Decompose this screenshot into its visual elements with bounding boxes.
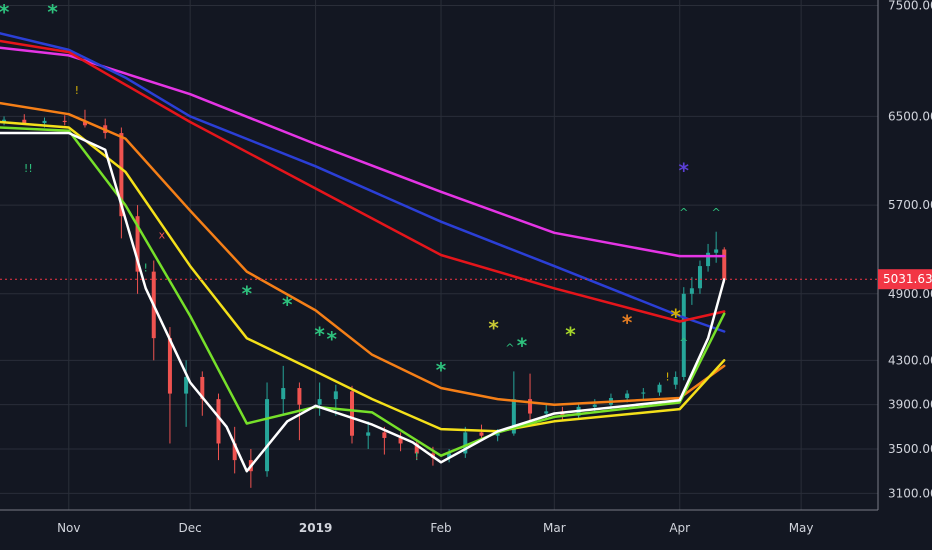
signal-marker: * [314, 322, 325, 346]
series-line-1 [0, 46, 726, 258]
y-tick-label: 3900.00 [888, 398, 932, 412]
candle-body [366, 432, 371, 436]
candle-body [333, 391, 338, 400]
small-signal-marker: x [159, 228, 166, 241]
candle-body [281, 388, 286, 400]
small-signal-marker: ! [75, 84, 79, 97]
candle-body [414, 443, 419, 454]
candle-body [135, 216, 140, 272]
signal-marker: * [436, 358, 447, 382]
candle-body [641, 392, 646, 394]
current-price-badge [878, 269, 932, 290]
current-price-label: 5031.63 [883, 272, 932, 286]
y-tick-label: 4300.00 [888, 353, 932, 367]
signal-marker: * [0, 0, 10, 24]
series-line-3 [0, 39, 726, 323]
signal-marker: * [242, 281, 253, 305]
candle-body [681, 293, 686, 377]
candle-body [544, 411, 549, 414]
series-line-4 [0, 101, 726, 406]
x-tick-label: Apr [669, 521, 690, 535]
candle-body [382, 432, 387, 438]
candle-body [62, 120, 67, 122]
x-tick-label: 2019 [299, 521, 332, 535]
candle-body [119, 133, 124, 217]
x-axis-ticks: Nov Dec 2019 Feb Mar Apr May [57, 521, 813, 535]
candle-body [297, 388, 302, 405]
signal-markers: *************!!!x!!^!^^^ [0, 0, 721, 463]
signal-marker: * [488, 316, 499, 340]
signal-marker: * [679, 158, 690, 182]
candle-body [184, 376, 189, 394]
candle-body [495, 433, 500, 436]
x-tick-label: Dec [179, 521, 202, 535]
y-axis-ticks: 7500.00 6500.00 5700.00 4900.00 4300.00 3900.… [888, 0, 932, 500]
candle-body [265, 399, 270, 472]
candle-body [714, 249, 719, 253]
series-line-6 [0, 126, 726, 457]
signal-marker: * [47, 0, 58, 24]
y-tick-label: 3500.00 [888, 442, 932, 456]
candle-body [2, 119, 7, 122]
signal-marker: * [327, 327, 338, 351]
candle-body [673, 376, 678, 385]
small-signal-marker: ! [665, 370, 669, 383]
small-signal-marker: ^ [679, 206, 688, 219]
x-tick-label: Feb [430, 521, 451, 535]
candle-body [398, 437, 403, 444]
candle-body [706, 252, 711, 267]
y-tick-label: 5700.00 [888, 198, 932, 212]
candle-body [167, 338, 172, 394]
candle-body [463, 432, 468, 454]
candle-body [447, 453, 452, 458]
candle-body [232, 443, 237, 461]
series-line-7 [0, 131, 726, 473]
candle-body [722, 249, 727, 280]
small-signal-marker: !! [24, 162, 33, 175]
candle-body [511, 399, 516, 434]
series-line-2 [0, 32, 726, 333]
small-signal-marker: ^ [679, 336, 688, 349]
signal-marker: * [565, 322, 576, 346]
candle-body [350, 391, 355, 436]
candle-body [317, 399, 322, 405]
small-signal-marker: ^ [505, 341, 514, 354]
candle-body [528, 399, 533, 414]
series-line-5 [0, 120, 726, 433]
small-signal-marker: ! [143, 262, 147, 275]
signal-marker: * [622, 310, 633, 334]
signal-marker: * [282, 293, 293, 317]
x-tick-label: Nov [57, 521, 80, 535]
candle-body [697, 266, 702, 289]
candle-body [82, 121, 87, 126]
y-tick-label: 7500.00 [888, 0, 932, 13]
small-signal-marker: ! [415, 450, 419, 463]
candle-body [22, 119, 27, 124]
candle-body [216, 399, 221, 444]
y-tick-label: 6500.00 [888, 109, 932, 123]
candle-body [689, 288, 694, 294]
candle-body [479, 432, 484, 436]
y-tick-label: 4900.00 [888, 287, 932, 301]
candle-body [625, 393, 630, 399]
signal-marker: * [670, 305, 681, 329]
candle-body [592, 404, 597, 407]
candle-body [657, 384, 662, 393]
moving-average-lines [0, 32, 726, 473]
y-tick-label: 3100.00 [888, 486, 932, 500]
signal-marker: * [517, 334, 528, 358]
x-tick-label: Mar [543, 521, 566, 535]
x-tick-label: May [789, 521, 814, 535]
small-signal-marker: ^ [712, 206, 721, 219]
candle-body [200, 376, 205, 400]
candle-body [42, 120, 47, 124]
current-price: 5031.63 [0, 269, 932, 290]
